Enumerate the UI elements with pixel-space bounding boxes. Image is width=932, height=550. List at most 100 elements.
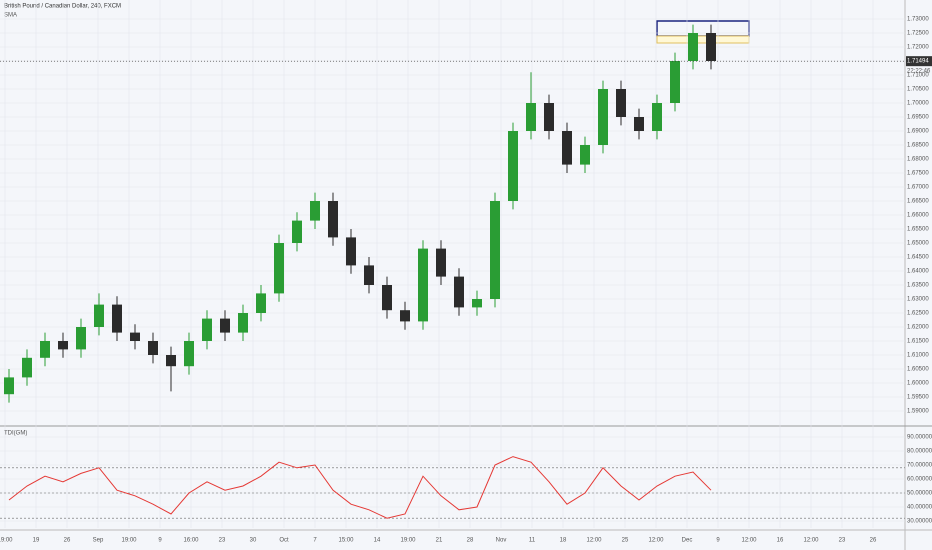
y-tick-label: 1.64500: [907, 255, 929, 261]
x-tick-label: 12:00: [741, 538, 757, 544]
x-tick-label: 25: [622, 538, 629, 544]
y-tick-label: 1.70000: [907, 101, 929, 107]
oscillator-title: TDI(GM): [4, 431, 27, 437]
y-tick-label: 1.59500: [907, 395, 929, 401]
candle-body: [580, 145, 590, 165]
candle-body: [526, 103, 536, 131]
x-tick-label: 19:00: [0, 538, 13, 544]
x-tick-label: 9: [716, 538, 720, 544]
candle-body: [508, 131, 518, 201]
x-tick-label: 30: [250, 538, 257, 544]
candle-body: [238, 313, 248, 333]
x-tick-label: 19:00: [400, 538, 416, 544]
candle-body: [634, 117, 644, 131]
candle-body: [328, 201, 338, 238]
x-tick-label: 12:00: [586, 538, 602, 544]
candle-body: [130, 332, 140, 341]
candle-body: [76, 327, 86, 350]
candle-body: [418, 248, 428, 322]
candle-body: [454, 276, 464, 308]
candle-body: [472, 299, 482, 308]
candle-body: [148, 341, 158, 355]
x-tick-label: 23: [219, 538, 226, 544]
countdown-label: 22:22:46: [907, 69, 931, 75]
y-tick-label: 1.62500: [907, 311, 929, 317]
y-tick-label: 1.61500: [907, 339, 929, 345]
y-tick-label: 1.69000: [907, 129, 929, 135]
y-tick-label: 1.65500: [907, 227, 929, 233]
candle-body: [166, 355, 176, 367]
x-tick-label: 28: [467, 538, 474, 544]
candle-body: [94, 304, 104, 327]
candle-body: [598, 89, 608, 145]
y-tick-label: 1.70500: [907, 87, 929, 93]
x-tick-label: 16: [777, 538, 784, 544]
y-tick-label: 1.63000: [907, 297, 929, 303]
y-tick-label: 1.68500: [907, 143, 929, 149]
y-tick-label: 1.72000: [907, 45, 929, 51]
zone-box: [656, 35, 750, 44]
x-tick-label: Nov: [496, 538, 507, 544]
candle-body: [364, 265, 374, 285]
x-tick-label: 12:00: [803, 538, 819, 544]
candle-body: [256, 293, 266, 313]
candle-body: [562, 131, 572, 165]
x-tick-label: 16:00: [183, 538, 199, 544]
x-tick-label: 14: [374, 538, 381, 544]
y-tick-label: 50.00000: [907, 491, 932, 497]
candle-body: [58, 341, 68, 350]
x-tick-label: Oct: [279, 538, 289, 544]
y-tick-label: 1.61000: [907, 353, 929, 359]
x-tick-label: 7: [313, 538, 317, 544]
y-tick-label: 1.66500: [907, 199, 929, 205]
last-price-box: [906, 56, 932, 67]
y-tick-label: 1.71000: [907, 73, 929, 79]
candle-body: [652, 103, 662, 131]
candle-body: [220, 318, 230, 333]
candle-body: [310, 201, 320, 221]
y-tick-label: 60.00000: [907, 477, 932, 483]
y-tick-label: 1.62000: [907, 325, 929, 331]
y-tick-label: 1.68000: [907, 157, 929, 163]
x-tick-label: Dec: [682, 538, 693, 544]
candle-body: [670, 61, 680, 103]
y-tick-label: 1.69500: [907, 115, 929, 121]
y-tick-label: 1.63500: [907, 283, 929, 289]
candle-body: [382, 285, 392, 311]
candle-body: [274, 243, 284, 294]
x-tick-label: 21: [436, 538, 443, 544]
candle-body: [436, 248, 446, 277]
y-tick-label: 1.73000: [907, 17, 929, 23]
x-tick-label: 23: [839, 538, 846, 544]
y-tick-label: 1.60000: [907, 381, 929, 387]
candle-body: [346, 237, 356, 266]
y-tick-label: 1.66000: [907, 213, 929, 219]
candle-body: [112, 304, 122, 333]
y-tick-label: 1.67500: [907, 171, 929, 177]
x-tick-label: 12:00: [648, 538, 664, 544]
y-tick-label: 70.00000: [907, 463, 932, 469]
candle-body: [688, 33, 698, 61]
x-tick-label: 15:00: [338, 538, 354, 544]
oscillator-line: [8, 456, 712, 519]
chart-title: British Pound / Canadian Dollar, 240, FX…: [4, 4, 121, 10]
y-tick-label: 1.64000: [907, 269, 929, 275]
candle-body: [400, 310, 410, 322]
candle-body: [184, 341, 194, 367]
x-tick-label: 19:00: [121, 538, 137, 544]
y-tick-label: 1.60500: [907, 367, 929, 373]
x-tick-label: 11: [529, 538, 536, 544]
last-price-label: 1.71494: [907, 59, 929, 65]
y-tick-label: 1.59000: [907, 409, 929, 415]
x-tick-label: 18: [560, 538, 567, 544]
y-tick-label: 40.00000: [907, 505, 932, 511]
y-tick-label: 1.67000: [907, 185, 929, 191]
y-tick-label: 1.65000: [907, 241, 929, 247]
y-tick-label: 90.00000: [907, 435, 932, 441]
candle-body: [202, 318, 212, 341]
candle-body: [706, 33, 716, 61]
candle-body: [544, 103, 554, 131]
y-tick-label: 30.00000: [907, 519, 932, 525]
